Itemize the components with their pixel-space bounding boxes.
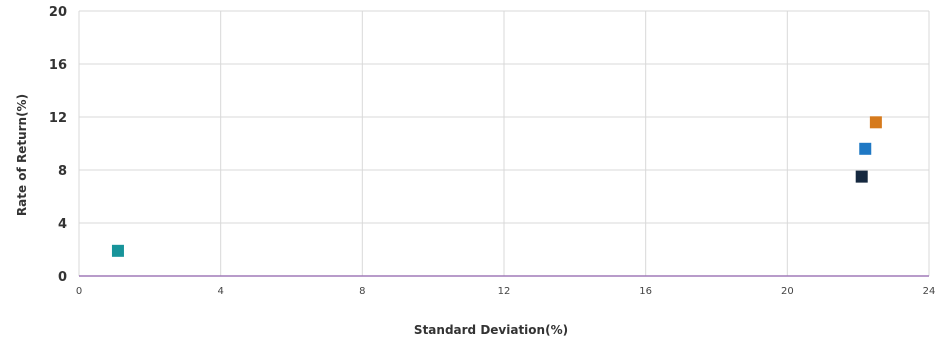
x-tick-label: 4 bbox=[217, 286, 223, 297]
x-tick-label: 8 bbox=[359, 286, 365, 297]
x-tick-label: 24 bbox=[923, 286, 936, 297]
grid-lines bbox=[78, 10, 930, 276]
data-point-2 bbox=[855, 170, 868, 183]
data-points bbox=[111, 116, 882, 257]
y-tick-label: 20 bbox=[49, 5, 67, 20]
x-axis-title: Standard Deviation(%) bbox=[414, 323, 568, 337]
x-tick-label: 0 bbox=[76, 286, 82, 297]
y-tick-label: 4 bbox=[58, 217, 67, 232]
y-tick-labels: 0 4 8 12 16 20 bbox=[49, 5, 67, 285]
y-tick-label: 0 bbox=[58, 270, 67, 285]
x-tick-label: 16 bbox=[639, 286, 652, 297]
y-tick-label: 12 bbox=[49, 111, 67, 126]
data-point-1 bbox=[111, 244, 124, 257]
data-point-3 bbox=[859, 142, 872, 155]
x-tick-labels: 0 4 8 12 16 20 24 bbox=[76, 286, 936, 297]
y-tick-label: 8 bbox=[58, 164, 67, 179]
x-tick-label: 12 bbox=[498, 286, 511, 297]
y-tick-label: 16 bbox=[49, 58, 67, 73]
y-axis-title: Rate of Return(%) bbox=[15, 94, 29, 216]
x-tick-label: 20 bbox=[781, 286, 794, 297]
data-point-4 bbox=[869, 116, 882, 129]
